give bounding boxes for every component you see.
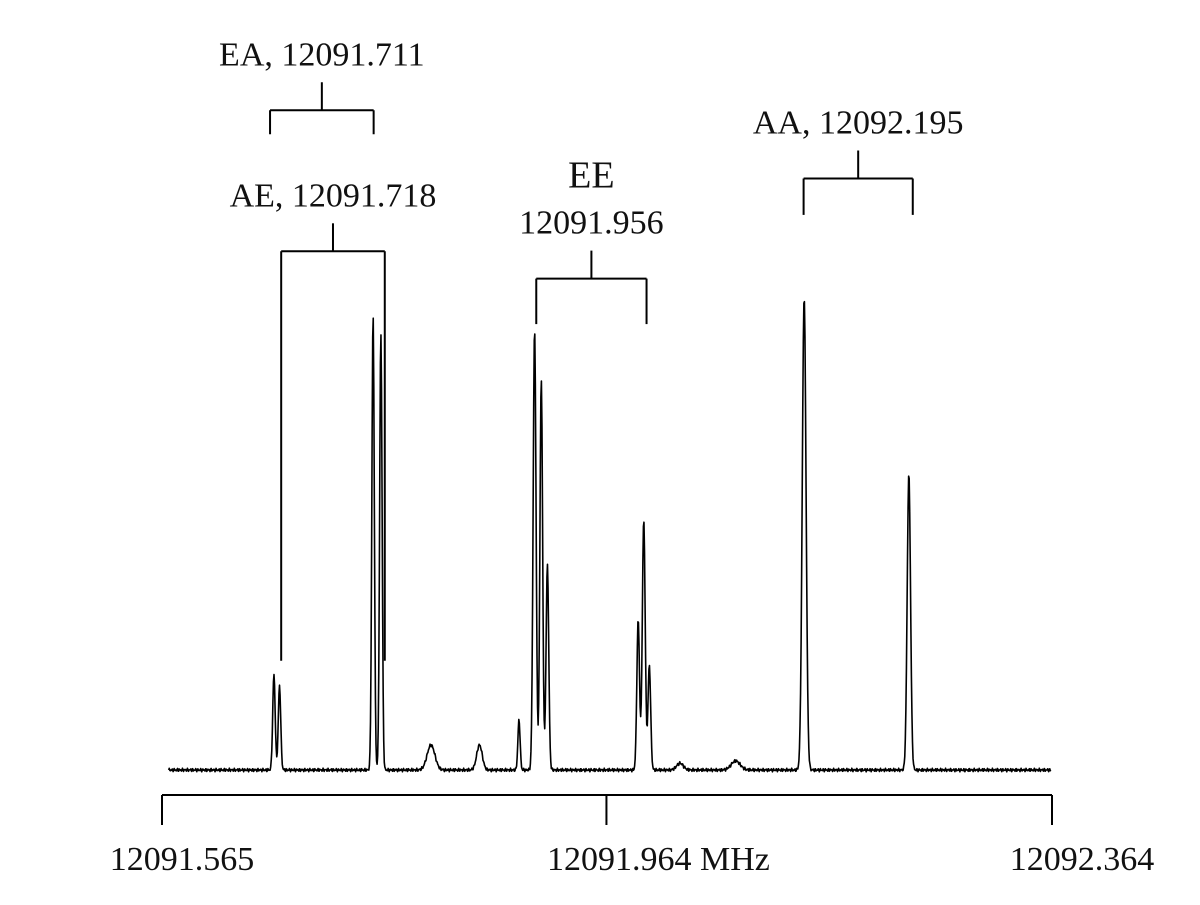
annotation-bracket: AE, 12091.718 bbox=[230, 177, 437, 661]
annotations: EA, 12091.711 AE, 12091.718 EE 12091.956 AA,… bbox=[219, 36, 963, 661]
plot-area bbox=[167, 300, 1052, 773]
annotation-bracket: EE 12091.956 bbox=[519, 155, 664, 325]
x-axis-tick-label: 12092.364 bbox=[1010, 841, 1155, 878]
annotation-label: AE, 12091.718 bbox=[230, 177, 437, 214]
x-axis-tick-label: 12091.964 MHz bbox=[547, 841, 770, 878]
x-axis: 12091.565 12091.964 MHz 12092.364 bbox=[110, 794, 1155, 878]
annotation-label: 12091.956 bbox=[519, 205, 664, 242]
annotation-bracket: AA, 12092.195 bbox=[753, 105, 964, 215]
x-axis-tick-label: 12091.565 bbox=[110, 841, 255, 878]
annotation-bracket: EA, 12091.711 bbox=[219, 36, 425, 135]
annotation-label: EA, 12091.711 bbox=[219, 36, 425, 73]
annotation-label: EE bbox=[568, 155, 614, 197]
spectrum-series-line bbox=[167, 300, 1052, 773]
annotation-label: AA, 12092.195 bbox=[753, 105, 964, 142]
